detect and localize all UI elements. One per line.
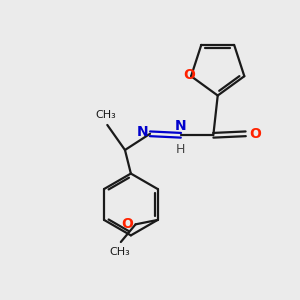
Text: N: N: [137, 125, 148, 139]
Text: CH₃: CH₃: [109, 247, 130, 257]
Text: O: O: [249, 127, 261, 141]
Text: CH₃: CH₃: [95, 110, 116, 120]
Text: O: O: [184, 68, 196, 82]
Text: H: H: [176, 142, 186, 156]
Text: O: O: [121, 217, 133, 231]
Text: N: N: [175, 119, 187, 133]
